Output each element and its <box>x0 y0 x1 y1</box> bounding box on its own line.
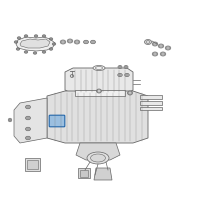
Ellipse shape <box>146 40 150 44</box>
Ellipse shape <box>60 40 66 44</box>
Bar <box>27 160 38 169</box>
Polygon shape <box>65 68 133 94</box>
Ellipse shape <box>18 37 20 39</box>
Ellipse shape <box>158 44 164 48</box>
Ellipse shape <box>27 117 29 119</box>
FancyBboxPatch shape <box>49 115 65 127</box>
Ellipse shape <box>27 137 29 139</box>
Ellipse shape <box>50 38 52 40</box>
Ellipse shape <box>84 40 88 44</box>
Ellipse shape <box>118 66 122 68</box>
Ellipse shape <box>27 106 29 108</box>
Ellipse shape <box>152 42 158 46</box>
Ellipse shape <box>9 119 11 121</box>
Ellipse shape <box>85 41 87 43</box>
Ellipse shape <box>25 35 27 37</box>
Ellipse shape <box>160 45 162 47</box>
Ellipse shape <box>152 52 158 56</box>
Ellipse shape <box>124 66 128 68</box>
Ellipse shape <box>62 41 64 43</box>
Bar <box>140 101 162 104</box>
Ellipse shape <box>53 43 55 45</box>
Bar <box>78 168 90 178</box>
Ellipse shape <box>144 40 152 45</box>
Polygon shape <box>14 98 47 143</box>
Ellipse shape <box>50 48 52 50</box>
Ellipse shape <box>160 52 166 56</box>
Polygon shape <box>94 168 112 180</box>
Ellipse shape <box>34 52 36 54</box>
Ellipse shape <box>166 47 170 49</box>
Ellipse shape <box>165 46 171 50</box>
Ellipse shape <box>25 51 27 53</box>
Ellipse shape <box>154 43 156 45</box>
Ellipse shape <box>27 128 29 130</box>
Bar <box>140 107 162 110</box>
Ellipse shape <box>68 40 72 42</box>
Ellipse shape <box>154 53 156 55</box>
Ellipse shape <box>125 73 129 77</box>
Ellipse shape <box>43 35 45 37</box>
Ellipse shape <box>70 75 74 77</box>
Polygon shape <box>47 91 148 143</box>
Bar <box>25 158 40 171</box>
Ellipse shape <box>17 48 19 50</box>
Ellipse shape <box>96 89 102 93</box>
Ellipse shape <box>118 73 122 77</box>
Polygon shape <box>76 143 120 160</box>
Ellipse shape <box>15 41 17 43</box>
Bar <box>75 90 125 96</box>
Ellipse shape <box>92 41 94 43</box>
Ellipse shape <box>43 51 45 53</box>
Bar <box>140 95 162 98</box>
Ellipse shape <box>74 40 80 44</box>
Ellipse shape <box>67 39 73 43</box>
Ellipse shape <box>90 40 96 44</box>
Ellipse shape <box>162 53 164 55</box>
Ellipse shape <box>93 66 105 71</box>
Ellipse shape <box>76 41 78 43</box>
Bar <box>80 170 88 177</box>
Polygon shape <box>16 37 55 51</box>
Ellipse shape <box>35 35 37 37</box>
Ellipse shape <box>87 152 109 164</box>
Ellipse shape <box>90 154 106 162</box>
Ellipse shape <box>128 91 132 95</box>
Polygon shape <box>20 39 50 48</box>
